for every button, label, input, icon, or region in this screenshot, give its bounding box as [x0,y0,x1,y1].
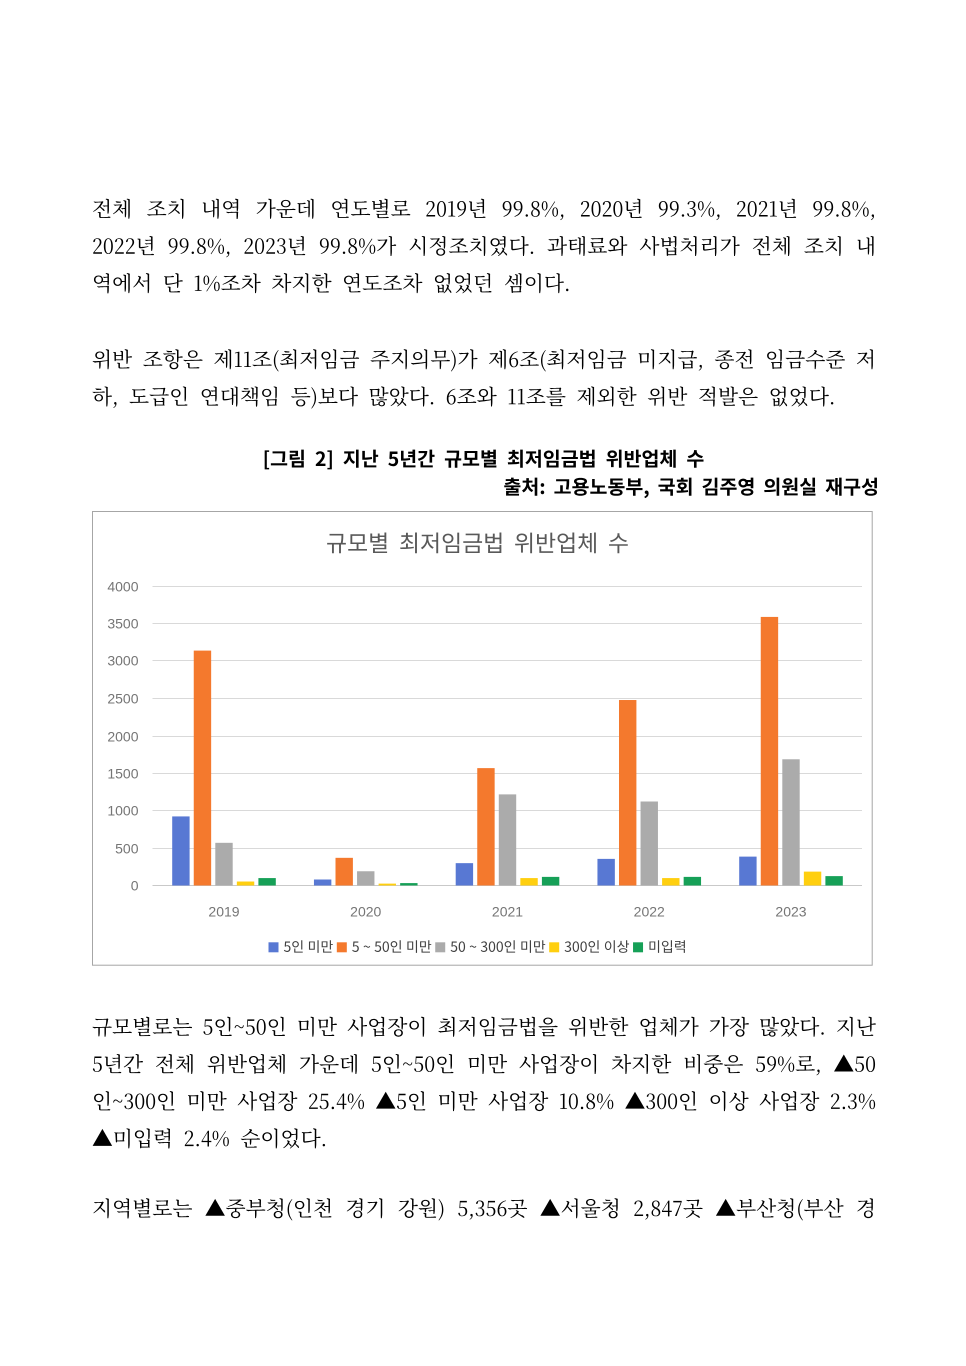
svg-text:2021: 2021 [492,904,523,920]
svg-text:3500: 3500 [107,616,138,632]
svg-text:3000: 3000 [107,653,138,669]
svg-text:2020: 2020 [350,904,381,920]
svg-text:4000: 4000 [107,579,138,595]
svg-text:500: 500 [115,841,139,857]
svg-text:1500: 1500 [107,766,138,782]
svg-text:2022: 2022 [634,904,665,920]
svg-text:2000: 2000 [107,729,138,745]
svg-text:2019: 2019 [208,904,239,920]
svg-text:2023: 2023 [775,904,806,920]
svg-text:2500: 2500 [107,691,138,707]
svg-text:0: 0 [131,878,139,894]
svg-text:1000: 1000 [107,803,138,819]
